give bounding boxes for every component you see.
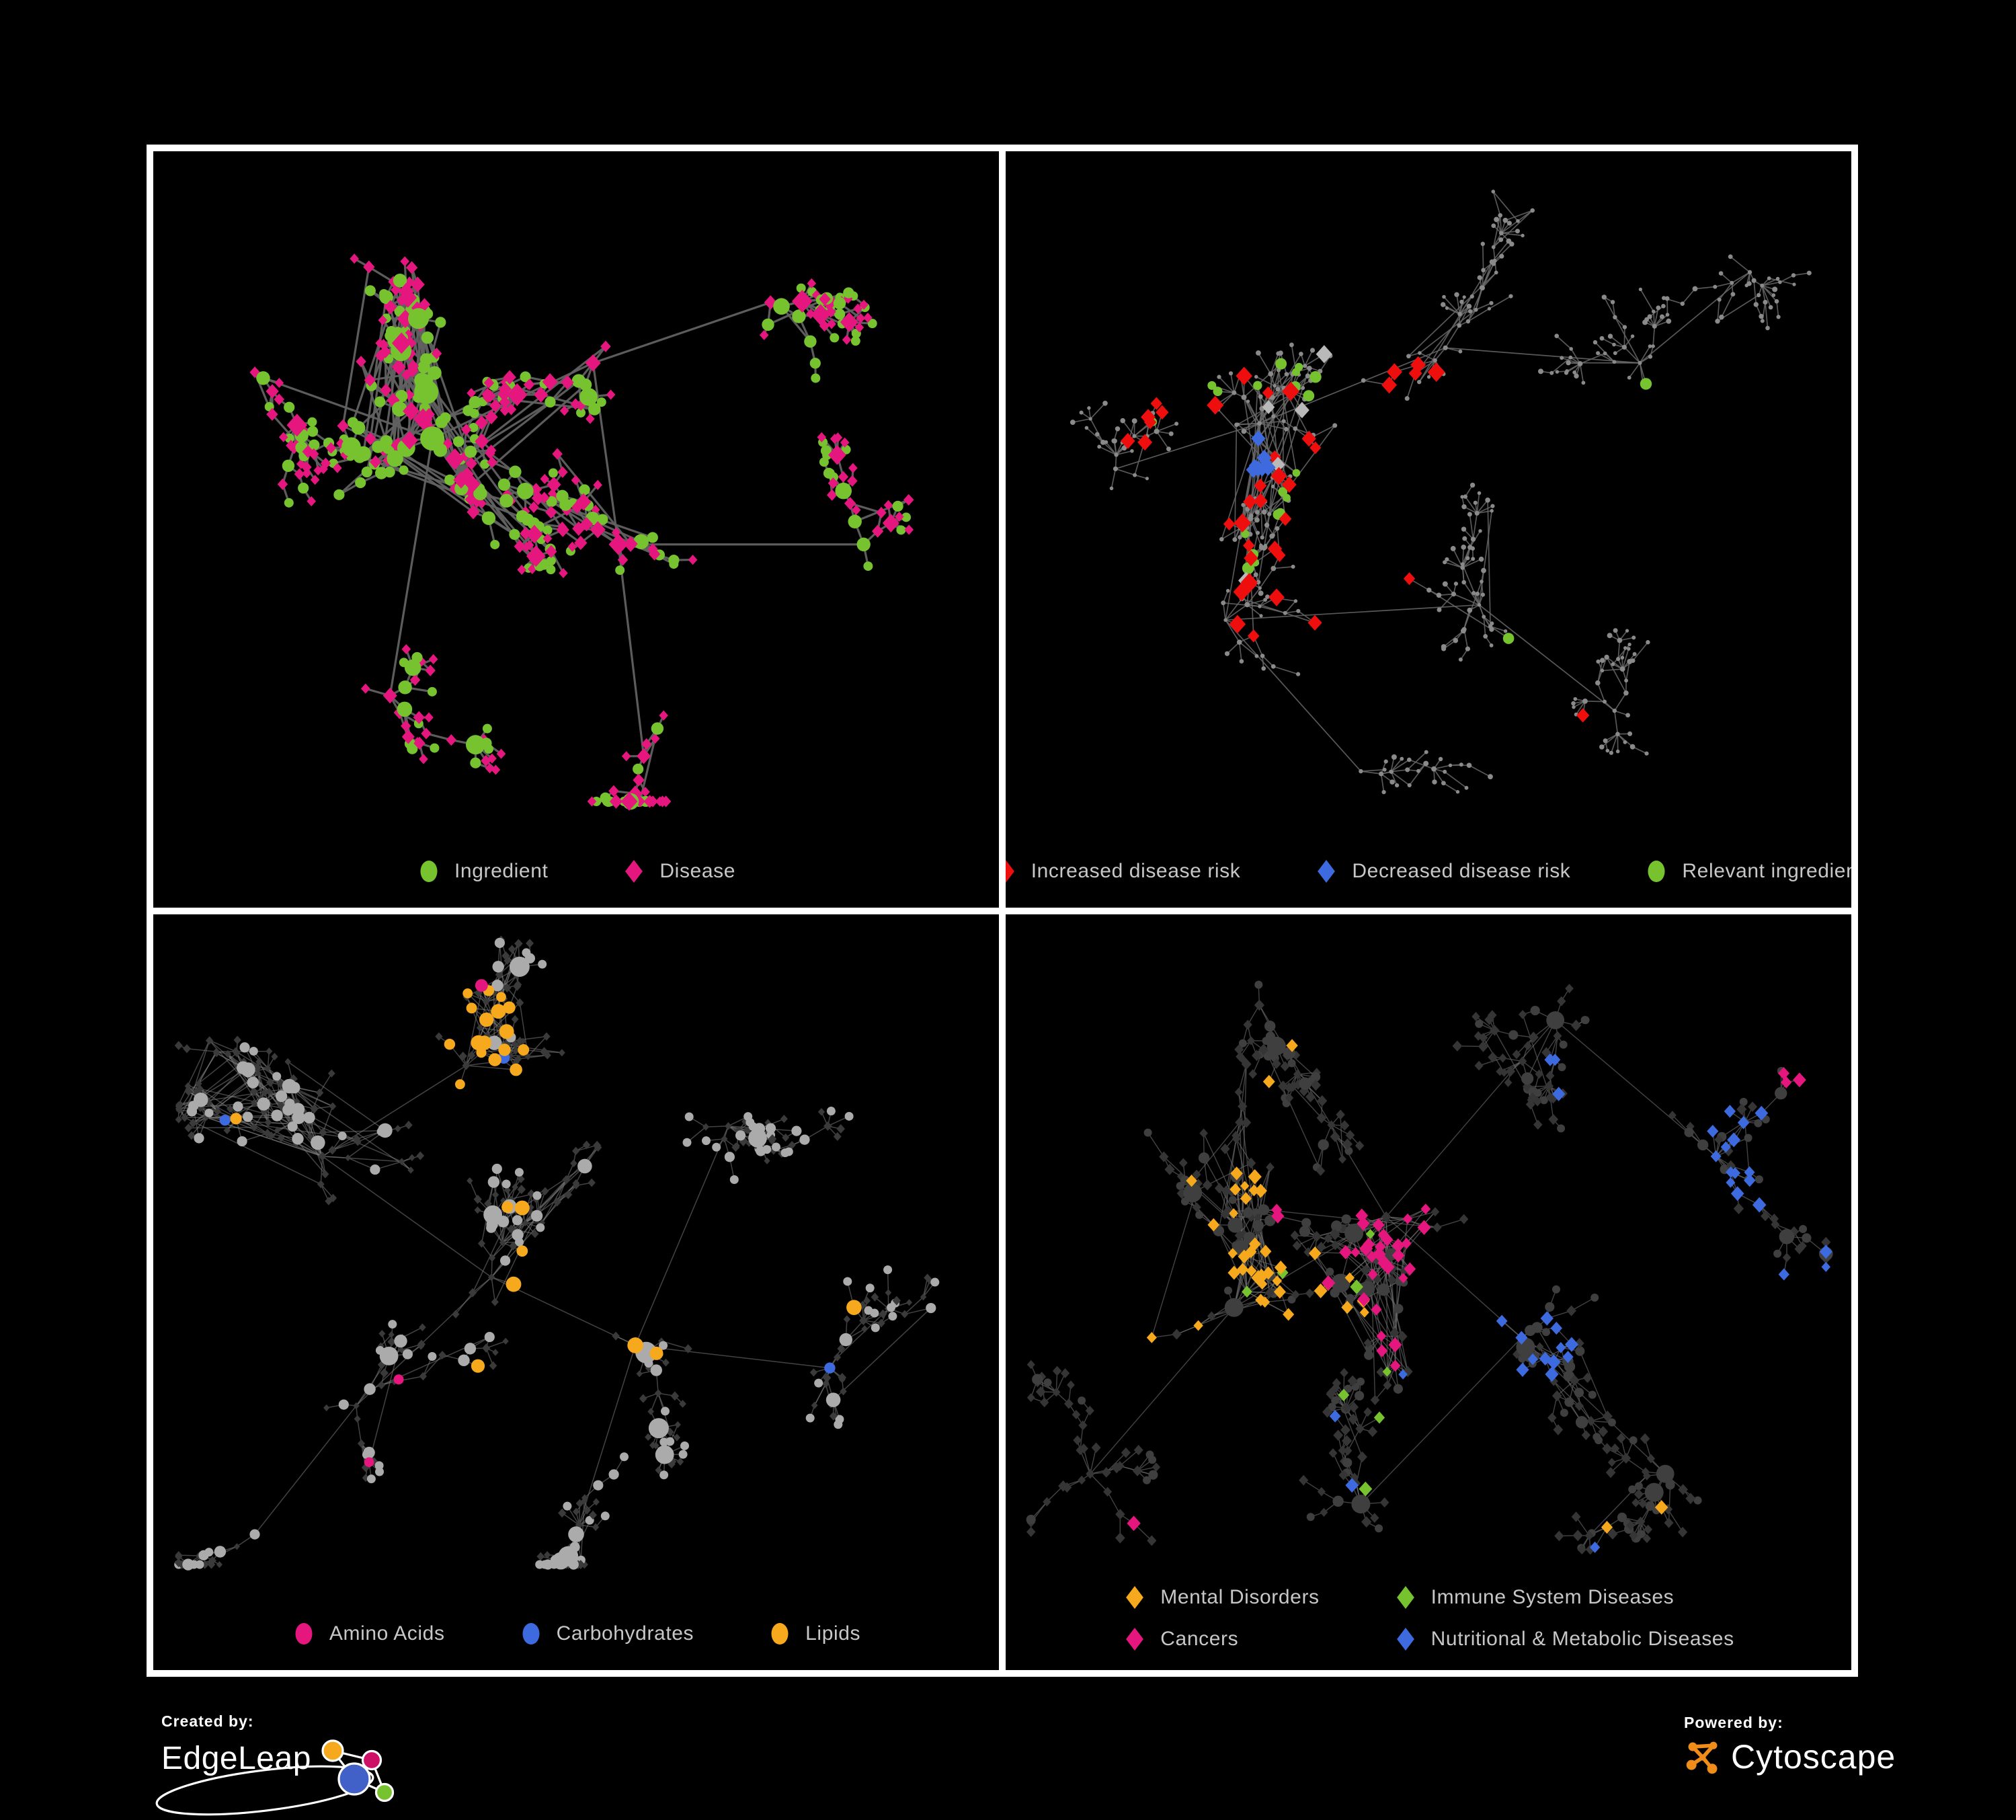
legend-label: Ingredient <box>454 859 549 882</box>
edgeleap-swoosh-icon <box>155 1765 374 1816</box>
increased-disease-risk-marker-icon <box>1006 859 1014 883</box>
panel-disease-classes: Mental Disorders Immune System Diseases Ca… <box>1006 914 1851 1670</box>
nutritional-metabolic-diseases-marker-icon <box>1396 1628 1414 1651</box>
edgeleap-branding: Created by: EdgeLeap <box>155 1712 399 1816</box>
panel-grid: Ingredient Disease Increased disease risk… <box>147 145 1858 1677</box>
legend-label: Carbohydrates <box>556 1622 694 1645</box>
lipids-marker-icon <box>771 1623 789 1645</box>
immune-system-diseases-marker-icon <box>1396 1586 1414 1609</box>
cytoscape-logo-row: Cytoscape <box>1684 1737 1896 1776</box>
legend-item-increased-disease-risk: Increased disease risk <box>1006 857 1240 886</box>
legend-label: Increased disease risk <box>1031 859 1241 882</box>
legend-label: Lipids <box>805 1622 861 1645</box>
ingredient-marker-icon <box>420 860 438 882</box>
legend-disease-classes: Mental Disorders Immune System Diseases Ca… <box>1006 1583 1851 1654</box>
legend-label: Mental Disorders <box>1160 1586 1320 1608</box>
amino-acids-marker-icon <box>295 1623 313 1645</box>
legend-label: Cancers <box>1160 1628 1239 1650</box>
edgeleap-logo-icon <box>321 1739 394 1803</box>
cytoscape-logo-icon <box>1686 1741 1718 1774</box>
edgeleap-logo-row: EdgeLeap <box>155 1733 399 1816</box>
network-ingredient-classes <box>174 935 940 1571</box>
carbohydrates-marker-icon <box>522 1623 540 1645</box>
legend-label: Amino Acids <box>329 1622 445 1645</box>
legend-item-relevant-ingredient: Relevant ingredient <box>1644 857 1851 886</box>
legend-label: Decreased disease risk <box>1352 859 1571 882</box>
network-ingredient-disease <box>249 253 914 811</box>
edgeleap-wordmark: EdgeLeap <box>161 1741 311 1776</box>
legend-label: Disease <box>659 859 736 882</box>
legend-item-amino-acids: Amino Acids <box>292 1619 445 1649</box>
legend-label: Relevant ingredient <box>1682 859 1851 882</box>
created-by-label: Created by: <box>161 1712 254 1730</box>
cytoscape-wordmark: Cytoscape <box>1731 1738 1896 1776</box>
legend-disease-risk: Increased disease risk Decreased disease … <box>1006 857 1851 886</box>
legend-item-immune-system-diseases: Immune System Diseases <box>1394 1583 1734 1612</box>
network-disease-classes <box>1026 980 1833 1554</box>
disease-marker-icon <box>625 859 643 883</box>
powered-by-label: Powered by: <box>1684 1714 1783 1731</box>
legend-ingredient-disease: Ingredient Disease <box>153 857 999 886</box>
panel-ingredient-disease: Ingredient Disease <box>153 151 999 908</box>
cancers-marker-icon <box>1126 1628 1144 1651</box>
cytoscape-branding: Powered by: Cytoscape <box>1684 1714 1896 1776</box>
relevant-ingredient-marker-icon <box>1648 860 1665 882</box>
legend-item-decreased-disease-risk: Decreased disease risk <box>1314 857 1570 886</box>
legend-item-cancers: Cancers <box>1123 1624 1319 1654</box>
panel-ingredient-classes: Amino Acids Carbohydrates Lipids <box>153 914 999 1670</box>
legend-label: Immune System Diseases <box>1430 1586 1675 1608</box>
legend-item-disease: Disease <box>622 857 735 886</box>
legend-item-lipids: Lipids <box>768 1619 860 1649</box>
legend-ingredient-classes: Amino Acids Carbohydrates Lipids <box>153 1619 999 1649</box>
decreased-disease-risk-marker-icon <box>1318 859 1336 883</box>
panel-disease-risk: Increased disease risk Decreased disease … <box>1006 151 1851 908</box>
legend-item-ingredient: Ingredient <box>417 857 548 886</box>
network-disease-risk <box>1070 190 1812 795</box>
legend-label: Nutritional & Metabolic Diseases <box>1430 1628 1734 1650</box>
legend-item-mental-disorders: Mental Disorders <box>1123 1583 1319 1612</box>
legend-item-nutritional-metabolic-diseases: Nutritional & Metabolic Diseases <box>1394 1624 1734 1654</box>
mental-disorders-marker-icon <box>1126 1586 1144 1609</box>
legend-item-carbohydrates: Carbohydrates <box>519 1619 694 1649</box>
